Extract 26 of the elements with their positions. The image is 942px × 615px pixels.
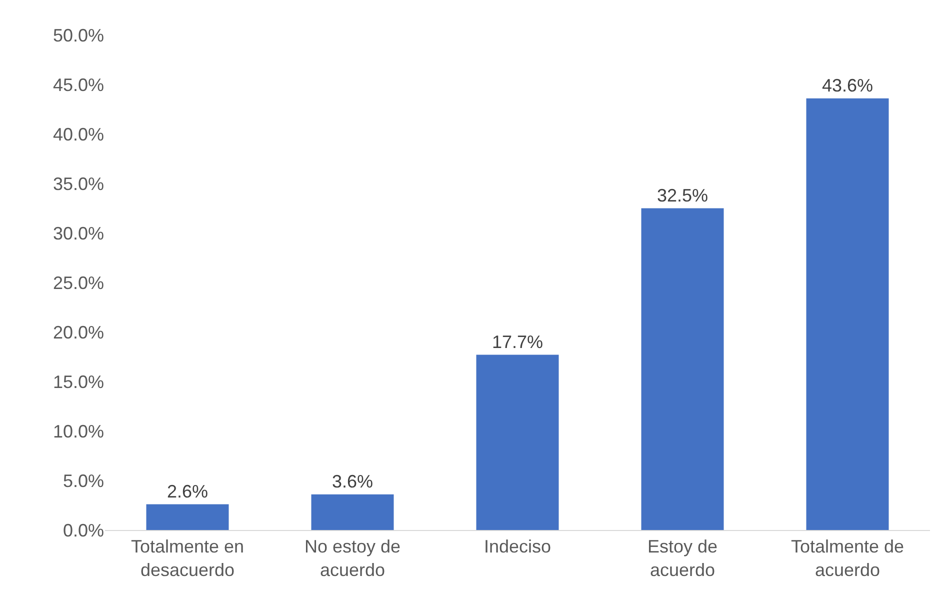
bar (311, 494, 394, 530)
data-label: 2.6% (166, 481, 208, 502)
y-tick-label: 10.0% (52, 421, 104, 442)
bar (476, 354, 559, 530)
y-tick-label: 5.0% (62, 470, 104, 491)
data-label: 32.5% (656, 185, 708, 206)
bar (806, 98, 889, 530)
y-tick-label: 20.0% (52, 322, 104, 342)
y-tick-label: 35.0% (52, 174, 104, 194)
data-label: 17.7% (492, 332, 544, 352)
x-tick-label: No estoy de acuerdo (304, 536, 401, 580)
bar (641, 208, 724, 530)
data-label: 43.6% (822, 75, 874, 96)
bar (146, 504, 229, 530)
y-tick-label: 50.0% (52, 25, 104, 46)
x-tick-label: Estoy de acuerdo (647, 536, 718, 580)
y-tick-label: 45.0% (52, 74, 104, 95)
y-tick-label: 40.0% (52, 124, 104, 144)
y-tick-label: 25.0% (52, 272, 104, 293)
x-tick-label: Totalmente en desacuerdo (130, 536, 244, 580)
y-tick-label: 15.0% (52, 372, 104, 392)
data-label: 3.6% (332, 471, 374, 492)
x-tick-label: Totalmente de acuerdo (790, 536, 904, 580)
x-tick-label: Indeciso (484, 536, 552, 557)
y-tick-label: 30.0% (52, 223, 104, 244)
y-tick-label: 0.0% (62, 520, 104, 540)
